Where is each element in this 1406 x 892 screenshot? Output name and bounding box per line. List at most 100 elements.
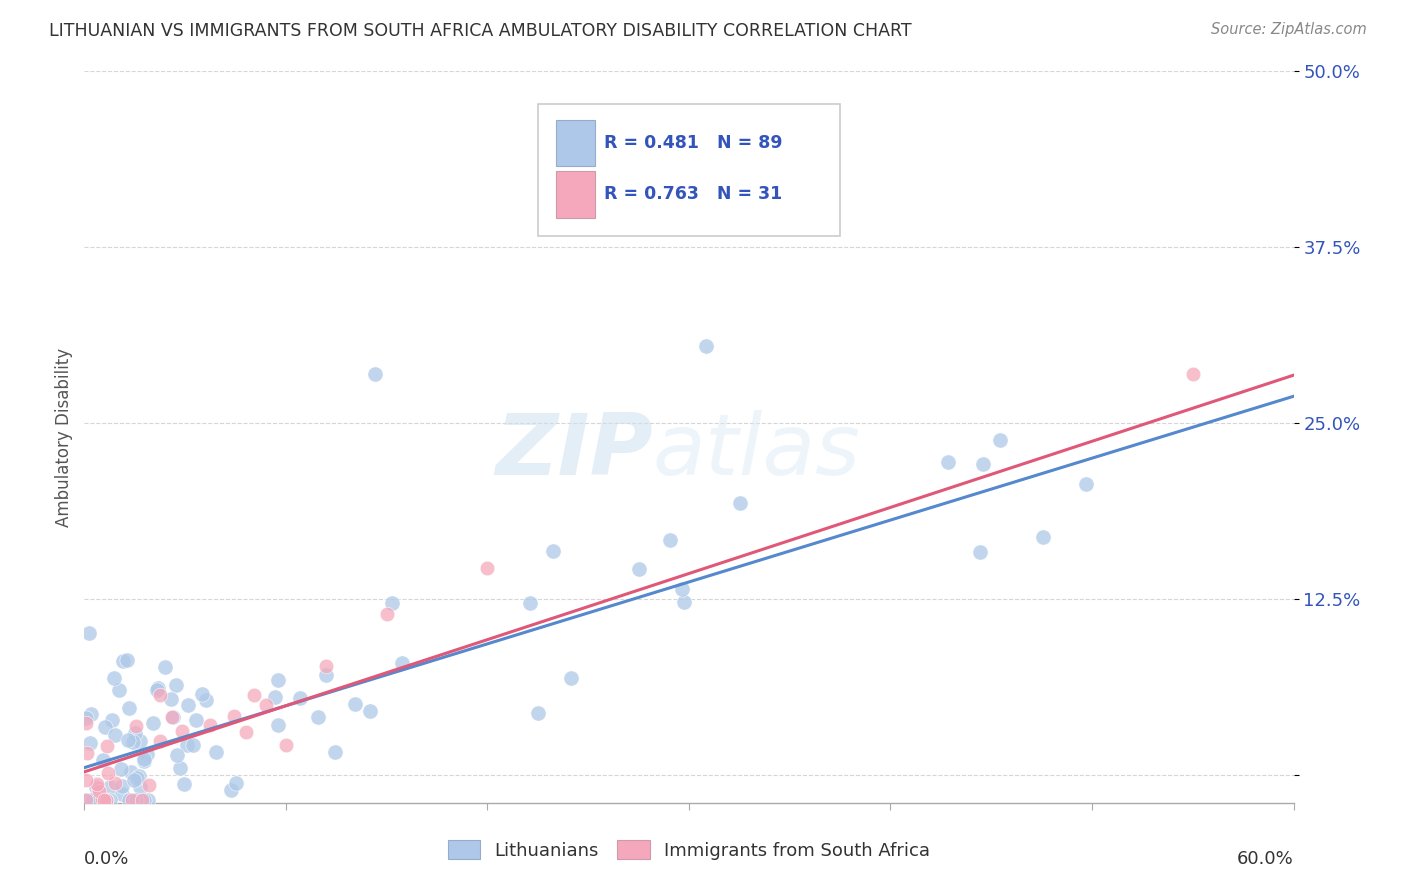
Point — [75, 793, 97, 807]
Point — [110, 763, 132, 777]
Point — [97, 766, 120, 780]
Point — [172, 724, 194, 739]
Point — [671, 582, 693, 596]
Point — [541, 544, 564, 558]
FancyBboxPatch shape — [555, 171, 595, 218]
Point — [96, 739, 118, 753]
Point — [267, 718, 290, 732]
Point — [132, 754, 155, 768]
Point — [155, 660, 177, 674]
Point — [195, 693, 218, 707]
Point — [118, 793, 141, 807]
Point — [122, 773, 145, 788]
Point — [84, 780, 107, 794]
Point — [177, 698, 200, 712]
Point — [93, 793, 115, 807]
Point — [125, 719, 148, 733]
Point — [79, 736, 101, 750]
Point — [659, 533, 682, 547]
Point — [91, 753, 114, 767]
Point — [225, 776, 247, 790]
Point — [117, 653, 139, 667]
Y-axis label: Ambulatory Disability: Ambulatory Disability — [55, 348, 73, 526]
Text: 0.0%: 0.0% — [84, 850, 129, 868]
Point — [131, 793, 153, 807]
Point — [75, 793, 97, 807]
Point — [243, 689, 266, 703]
Point — [181, 738, 204, 752]
Point — [89, 793, 111, 807]
Point — [673, 595, 696, 609]
Point — [80, 707, 103, 722]
Point — [200, 718, 222, 732]
Point — [149, 688, 172, 702]
Point — [122, 735, 145, 749]
Point — [477, 561, 499, 575]
Point — [288, 691, 311, 706]
Point — [527, 706, 550, 721]
Point — [160, 710, 183, 724]
Point — [936, 455, 959, 469]
Point — [129, 733, 152, 747]
Point — [100, 793, 122, 807]
Text: R = 0.481   N = 89: R = 0.481 N = 89 — [605, 134, 783, 152]
Point — [204, 745, 226, 759]
Point — [730, 496, 752, 510]
Text: LITHUANIAN VS IMMIGRANTS FROM SOUTH AFRICA AMBULATORY DISABILITY CORRELATION CHA: LITHUANIAN VS IMMIGRANTS FROM SOUTH AFRI… — [49, 22, 912, 40]
Point — [315, 658, 337, 673]
Point — [103, 671, 125, 685]
Point — [134, 752, 156, 766]
Point — [89, 784, 111, 798]
Point — [135, 747, 157, 762]
Point — [75, 711, 97, 725]
Point — [972, 457, 994, 471]
Point — [162, 709, 184, 723]
Point — [159, 691, 181, 706]
Point — [121, 793, 143, 807]
Point — [94, 793, 117, 807]
Point — [364, 367, 387, 381]
Point — [1181, 367, 1204, 381]
Point — [111, 788, 134, 802]
Point — [108, 683, 131, 698]
Point — [1074, 477, 1097, 491]
Point — [100, 713, 122, 727]
Point — [129, 780, 152, 794]
Point — [75, 772, 97, 787]
Point — [323, 745, 346, 759]
Point — [98, 780, 121, 794]
Point — [969, 545, 991, 559]
Point — [148, 681, 170, 695]
Point — [254, 698, 277, 712]
Point — [111, 780, 134, 794]
Point — [125, 793, 148, 807]
Point — [86, 777, 108, 791]
Point — [142, 715, 165, 730]
Point — [149, 733, 172, 747]
Point — [274, 738, 297, 752]
Point — [695, 339, 717, 353]
Point — [120, 764, 142, 779]
Point — [94, 720, 117, 734]
Point — [87, 781, 110, 796]
FancyBboxPatch shape — [555, 120, 595, 167]
Point — [82, 793, 104, 807]
Point — [375, 607, 398, 621]
Point — [519, 596, 541, 610]
Point — [76, 746, 98, 760]
Point — [75, 716, 97, 731]
Point — [627, 562, 650, 576]
Point — [176, 738, 198, 752]
Point — [91, 791, 114, 805]
Point — [343, 697, 366, 711]
Point — [138, 778, 160, 792]
Point — [235, 725, 257, 739]
Point — [145, 682, 167, 697]
Point — [104, 776, 127, 790]
FancyBboxPatch shape — [538, 104, 841, 235]
Point — [111, 654, 134, 668]
Point — [117, 701, 139, 715]
Point — [77, 625, 100, 640]
Point — [104, 728, 127, 742]
Point — [94, 793, 117, 807]
